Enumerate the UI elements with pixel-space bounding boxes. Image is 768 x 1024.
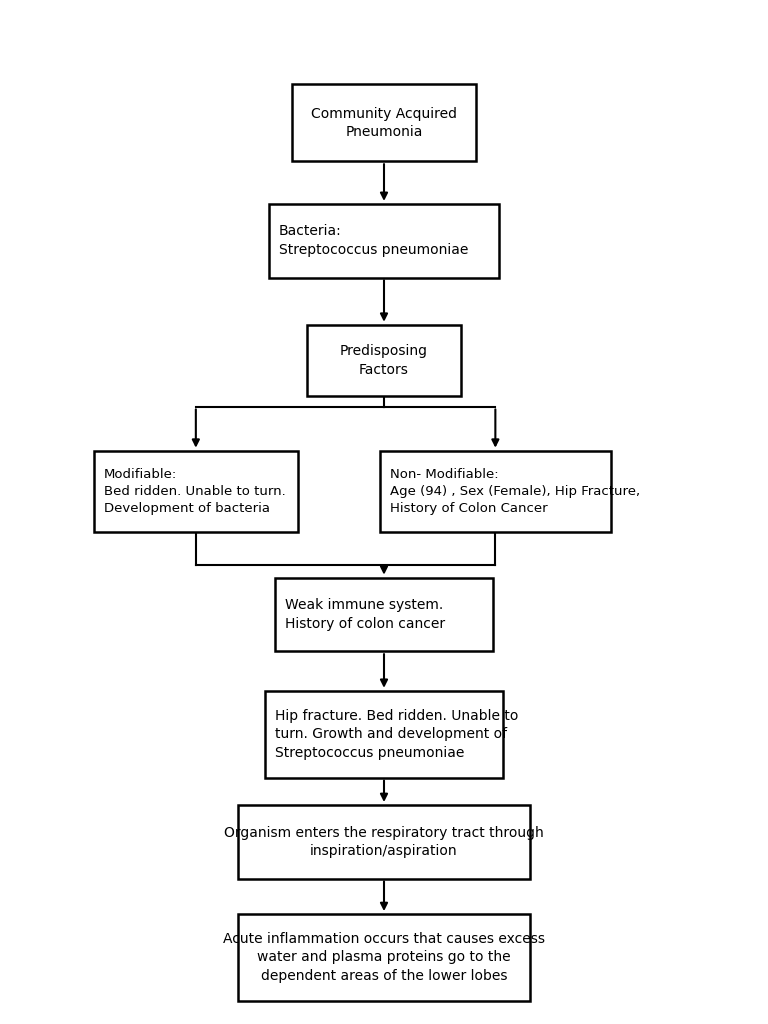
Bar (269, 204, 499, 278)
Bar (238, 913, 530, 1001)
Bar (307, 325, 461, 396)
Text: Hip fracture. Bed ridden. Unable to
turn. Growth and development of
Streptococcu: Hip fracture. Bed ridden. Unable to turn… (275, 709, 518, 760)
Bar (94, 451, 298, 532)
Bar (292, 85, 476, 161)
Bar (238, 805, 530, 879)
Text: Organism enters the respiratory tract through
inspiration/aspiration: Organism enters the respiratory tract th… (224, 825, 544, 858)
Text: Modifiable:
Bed ridden. Unable to turn.
Development of bacteria: Modifiable: Bed ridden. Unable to turn. … (104, 468, 286, 515)
Text: Predisposing
Factors: Predisposing Factors (340, 344, 428, 377)
Bar (265, 691, 503, 778)
Text: Non- Modifiable:
Age (94) , Sex (Female), Hip Fracture,
History of Colon Cancer: Non- Modifiable: Age (94) , Sex (Female)… (390, 468, 641, 515)
Text: Acute inflammation occurs that causes excess
water and plasma proteins go to the: Acute inflammation occurs that causes ex… (223, 932, 545, 983)
Bar (380, 451, 611, 532)
Text: Weak immune system.
History of colon cancer: Weak immune system. History of colon can… (285, 598, 445, 631)
Text: Community Acquired
Pneumonia: Community Acquired Pneumonia (311, 106, 457, 139)
Text: Bacteria:
Streptococcus pneumoniae: Bacteria: Streptococcus pneumoniae (279, 224, 468, 257)
Bar (275, 578, 494, 651)
